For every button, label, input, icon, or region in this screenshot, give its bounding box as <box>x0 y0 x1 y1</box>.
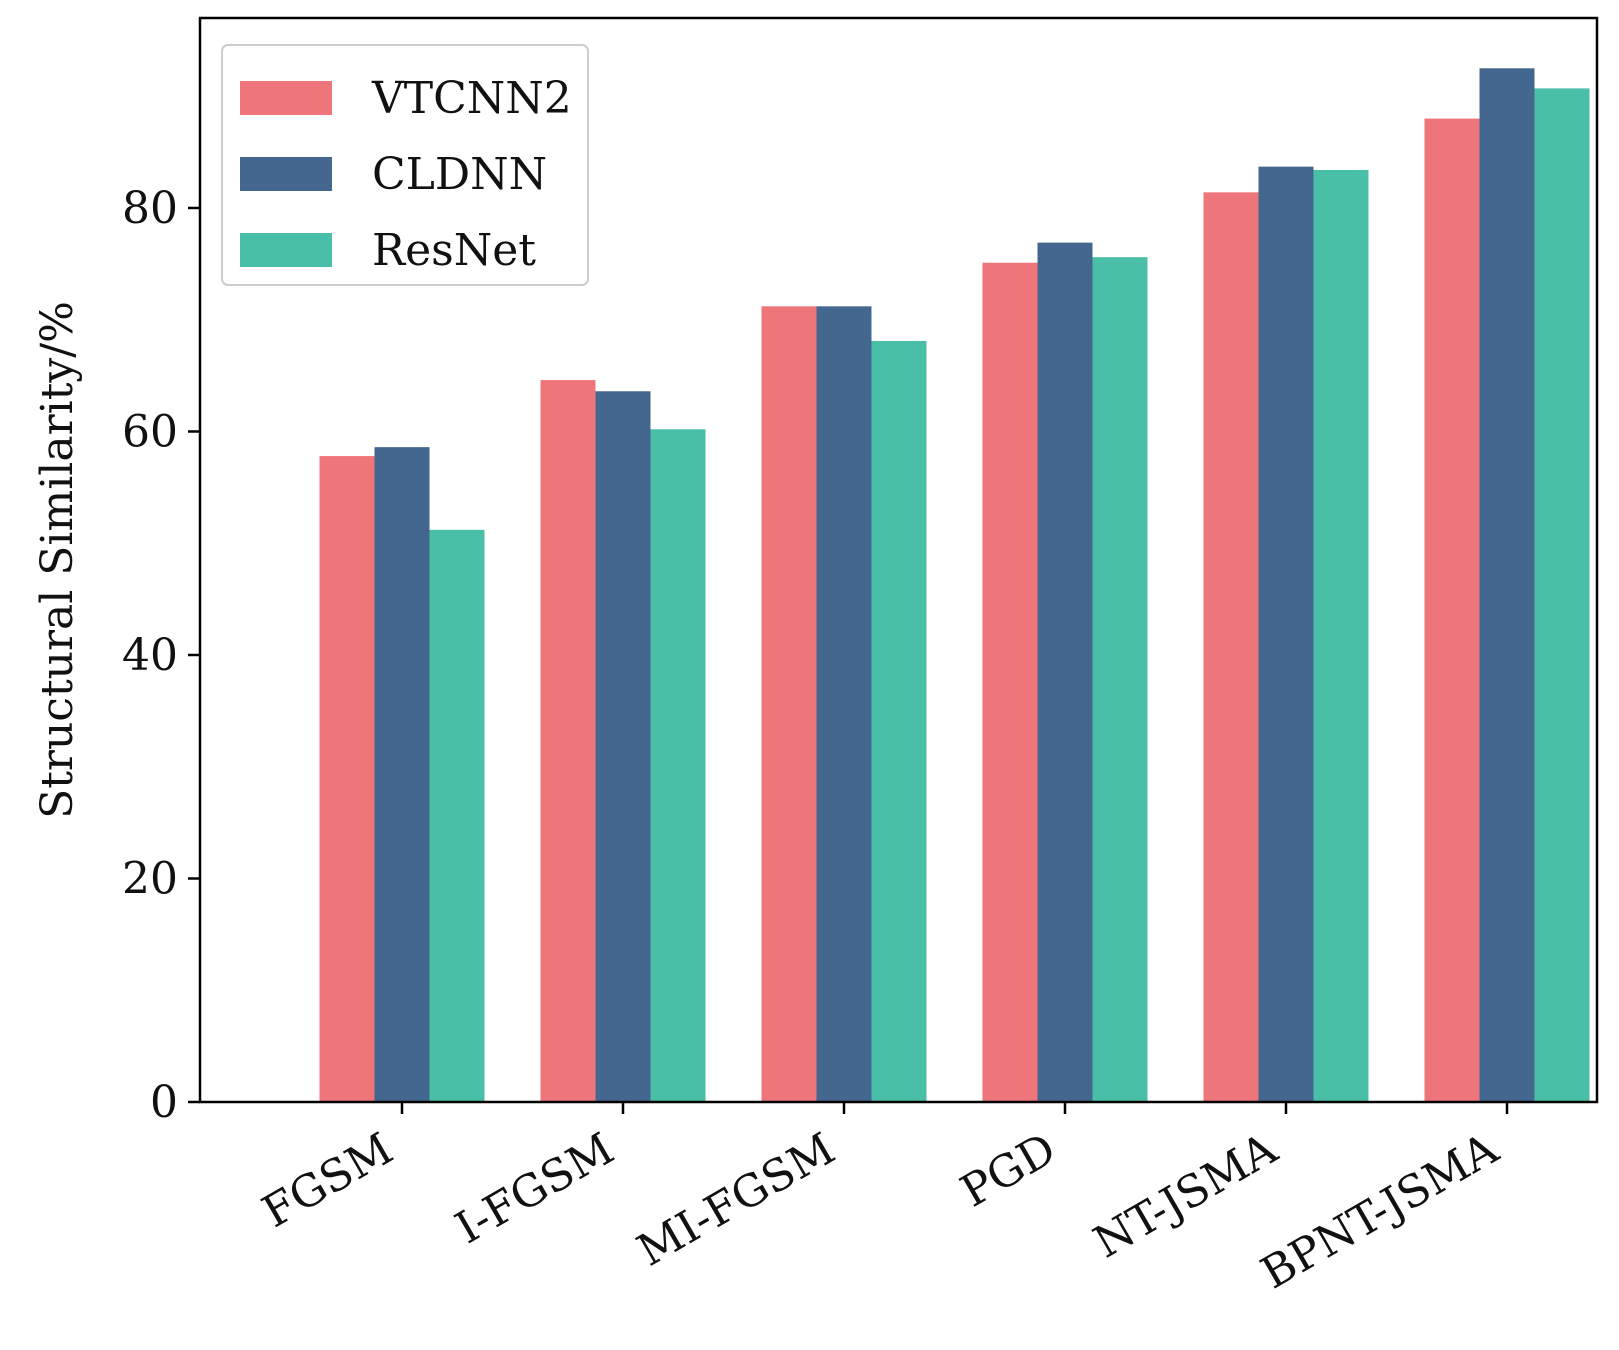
bar-vtcnn2-i-fgsm <box>540 380 596 1102</box>
y-axis-ticks: 0 20 40 60 80 <box>122 183 200 1128</box>
bar-vtcnn2-pgd <box>982 262 1038 1102</box>
x-tick-label-bpnt-jsma: BPNT-JSMA <box>1253 1123 1508 1300</box>
bar-cldnn-nt-jsma <box>1258 166 1314 1102</box>
bar-resnet-bpnt-jsma <box>1534 88 1590 1103</box>
y-tick-label-20: 20 <box>122 853 178 904</box>
legend-label-vtcnn2: VTCNN2 <box>371 73 572 124</box>
y-axis-label: Structural Similarity/% <box>32 301 83 819</box>
legend: VTCNN2 CLDNN ResNet <box>221 44 589 286</box>
bar-vtcnn2-bpnt-jsma <box>1424 118 1480 1102</box>
legend-swatch-vtcnn2 <box>240 81 332 115</box>
y-tick-label-0: 0 <box>150 1077 178 1128</box>
bars-group <box>319 68 1590 1103</box>
y-tick-label-80: 80 <box>122 183 178 234</box>
bar-cldnn-pgd <box>1037 242 1093 1102</box>
bar-cldnn-bpnt-jsma <box>1479 68 1535 1102</box>
bar-resnet-pgd <box>1092 257 1148 1102</box>
x-tick-label-mi-fgsm: MI-FGSM <box>629 1123 843 1276</box>
legend-label-cldnn: CLDNN <box>372 149 547 200</box>
x-tick-label-fgsm: FGSM <box>254 1123 402 1238</box>
legend-swatch-resnet <box>240 233 332 267</box>
plot-frame <box>198 16 1599 1104</box>
bar-cldnn-mi-fgsm <box>816 306 872 1102</box>
bar-cldnn-i-fgsm <box>595 391 651 1102</box>
y-tick-label-40: 40 <box>122 630 178 681</box>
y-tick-label-60: 60 <box>122 406 178 457</box>
bar-resnet-mi-fgsm <box>871 340 927 1102</box>
bar-vtcnn2-mi-fgsm <box>761 306 817 1102</box>
x-tick-label-pgd: PGD <box>952 1123 1064 1217</box>
bar-resnet-fgsm <box>429 529 485 1102</box>
bar-resnet-i-fgsm <box>650 429 706 1102</box>
bar-resnet-nt-jsma <box>1313 169 1369 1102</box>
legend-label-resnet: ResNet <box>372 225 536 276</box>
bar-cldnn-fgsm <box>374 447 430 1102</box>
legend-swatch-cldnn <box>240 157 332 191</box>
bar-vtcnn2-nt-jsma <box>1203 192 1259 1103</box>
x-tick-label-i-fgsm: I-FGSM <box>447 1123 622 1254</box>
x-tick-label-nt-jsma: NT-JSMA <box>1085 1123 1286 1269</box>
bar-vtcnn2-fgsm <box>319 456 375 1103</box>
